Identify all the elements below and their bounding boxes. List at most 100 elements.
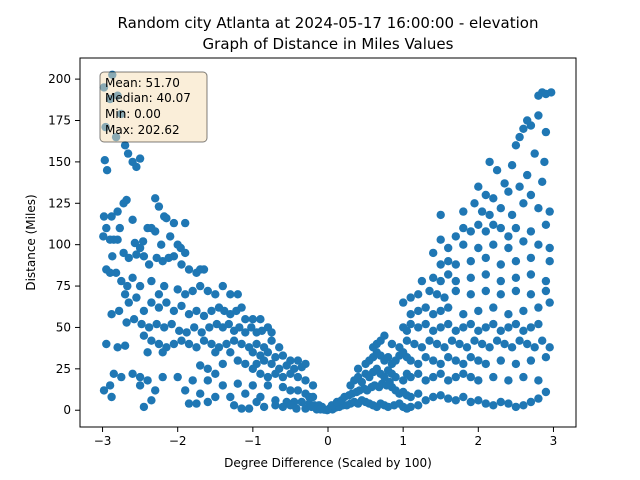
data-point <box>526 253 536 263</box>
data-point <box>99 232 108 241</box>
data-point <box>211 392 220 402</box>
data-point <box>545 343 554 352</box>
y-tick-label: 150 <box>48 155 71 169</box>
stats-box: Mean: 51.70 Median: 40.07 Min: 0.00 Max:… <box>99 71 208 143</box>
data-point <box>466 257 475 266</box>
data-point <box>538 336 547 345</box>
x-tick-label: 2 <box>474 434 482 448</box>
data-point <box>241 315 250 324</box>
data-point <box>477 207 487 216</box>
data-point <box>130 238 140 248</box>
data-point <box>485 157 494 167</box>
data-point <box>541 220 551 229</box>
data-point <box>534 319 543 329</box>
data-point <box>271 401 280 410</box>
data-point <box>297 397 306 407</box>
data-point <box>507 161 517 170</box>
stats-mean: Mean: 51.70 <box>105 76 180 90</box>
data-point <box>500 179 509 188</box>
data-point <box>496 397 505 407</box>
data-point <box>515 182 524 191</box>
data-point <box>203 397 212 407</box>
data-point <box>507 343 517 352</box>
data-point <box>113 207 122 216</box>
data-point <box>226 392 235 402</box>
data-point <box>197 328 206 337</box>
data-point <box>297 363 306 372</box>
data-point <box>526 323 536 332</box>
data-point <box>481 270 490 279</box>
data-point <box>547 88 556 97</box>
data-point <box>440 343 449 352</box>
data-point <box>263 372 273 382</box>
data-point <box>123 281 132 291</box>
data-point <box>436 391 445 400</box>
data-point <box>259 402 269 412</box>
data-point <box>199 311 209 321</box>
data-point <box>132 250 141 259</box>
data-point <box>278 402 288 412</box>
data-point <box>286 386 295 395</box>
data-point <box>485 210 494 220</box>
data-point <box>233 290 242 299</box>
data-point <box>114 306 124 316</box>
data-point <box>222 339 231 349</box>
data-point <box>154 339 164 349</box>
data-point <box>357 377 366 387</box>
data-point <box>526 270 536 279</box>
data-point <box>489 319 498 329</box>
data-point <box>181 218 190 228</box>
data-point <box>444 303 453 312</box>
x-tick-label: 0 <box>324 434 332 448</box>
data-point <box>308 381 318 390</box>
data-point <box>107 212 116 221</box>
data-point <box>211 369 220 378</box>
chart-title-line2: Graph of Distance in Miles Values <box>203 35 454 53</box>
data-point <box>466 397 475 407</box>
data-point <box>474 243 483 253</box>
data-point <box>192 306 201 316</box>
data-point <box>117 372 126 382</box>
data-point <box>511 286 521 296</box>
data-point <box>459 392 468 402</box>
data-point <box>436 260 445 269</box>
data-point <box>120 341 130 350</box>
x-tick-label: 3 <box>550 434 558 448</box>
data-point <box>474 326 483 335</box>
data-point <box>391 372 400 382</box>
data-point <box>414 290 423 299</box>
data-point <box>282 361 291 370</box>
data-point <box>135 154 145 163</box>
data-point <box>470 336 479 345</box>
data-point <box>102 166 112 175</box>
data-point <box>436 359 445 369</box>
data-point <box>271 369 280 378</box>
data-point <box>417 276 427 286</box>
stats-max: Max: 202.62 <box>105 123 180 137</box>
data-point <box>545 243 554 253</box>
data-point <box>406 372 415 382</box>
data-point <box>263 381 273 390</box>
data-point <box>421 353 430 362</box>
data-point <box>233 379 242 388</box>
data-point <box>500 339 509 349</box>
data-point <box>218 359 227 369</box>
data-point <box>229 401 239 410</box>
data-point <box>429 372 438 382</box>
data-point <box>481 227 490 236</box>
data-point <box>526 190 536 200</box>
data-point <box>395 343 404 352</box>
data-point <box>259 356 269 365</box>
data-point <box>402 326 412 335</box>
data-point <box>496 204 505 213</box>
data-point <box>511 402 521 412</box>
data-point <box>540 157 549 167</box>
data-point <box>530 343 539 352</box>
data-point <box>489 372 498 382</box>
data-point <box>247 323 256 332</box>
data-point <box>466 319 475 329</box>
data-point <box>451 276 460 286</box>
data-point <box>519 306 528 316</box>
data-point <box>248 315 257 324</box>
